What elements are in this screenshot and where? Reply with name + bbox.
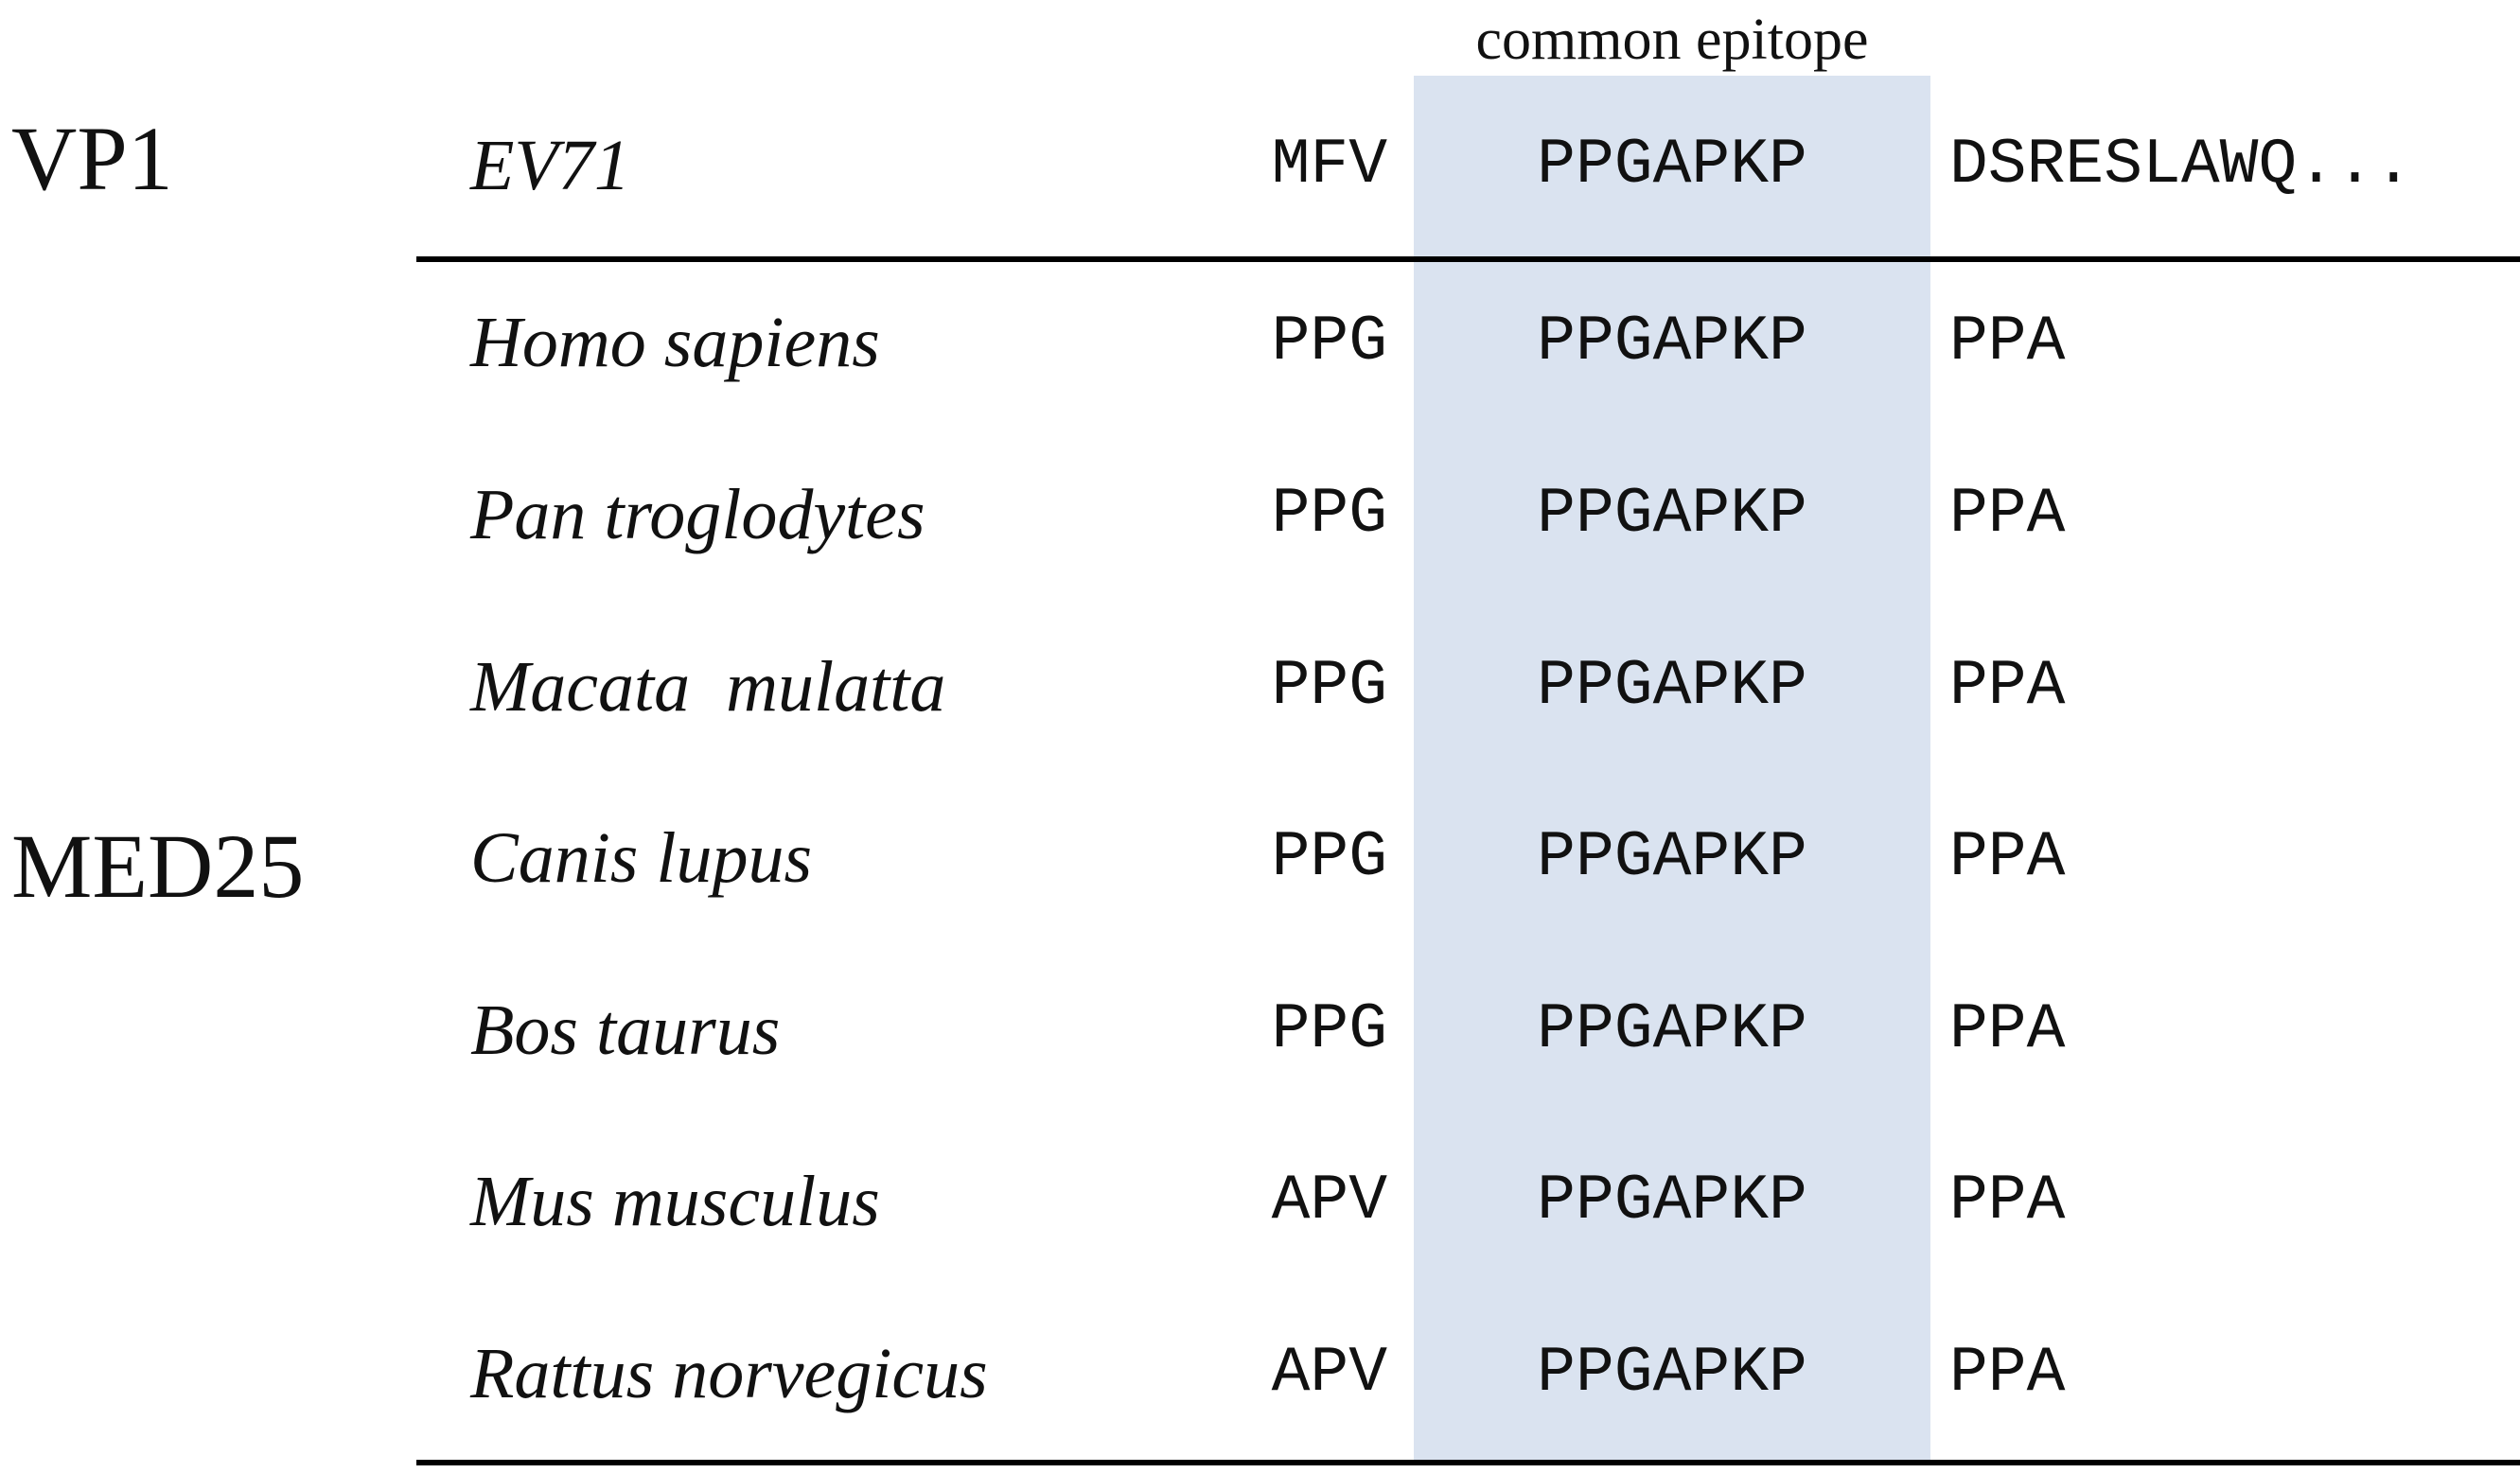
epitope-sequence: PPGAPKP <box>1537 650 1807 723</box>
reference-pre-sequence: MFV <box>1271 129 1387 202</box>
alignment-row: Macata mulatta PPG PPGAPKP PPA <box>0 630 2520 744</box>
header-divider <box>416 256 2520 262</box>
alignment-row: Pan troglodytes PPG PPGAPKP PPA <box>0 458 2520 571</box>
pre-sequence: PPG <box>1271 306 1387 378</box>
alignment-row: Bos taurus PPG PPGAPKP PPA <box>0 973 2520 1087</box>
reference-species: EV71 <box>470 126 630 205</box>
species-name: Rattus norvegicus <box>470 1334 988 1413</box>
group-label-vp1: VP1 <box>11 108 173 209</box>
epitope-sequence: PPGAPKP <box>1537 306 1807 378</box>
pre-sequence: PPG <box>1271 478 1387 551</box>
alignment-row: Canis lupus PPG PPGAPKP PPA <box>0 801 2520 915</box>
epitope-sequence: PPGAPKP <box>1537 821 1807 894</box>
pre-sequence: APV <box>1271 1165 1387 1237</box>
reference-post-sequence: DSRESLAWQ... <box>1949 129 2413 202</box>
post-sequence: PPA <box>1949 650 2066 723</box>
epitope-sequence: PPGAPKP <box>1537 478 1807 551</box>
species-name: Macata mulatta <box>470 647 946 727</box>
species-name: Pan troglodytes <box>470 475 925 554</box>
epitope-sequence: PPGAPKP <box>1537 1337 1807 1410</box>
bottom-divider <box>416 1460 2520 1465</box>
post-sequence: PPA <box>1949 478 2066 551</box>
post-sequence: PPA <box>1949 306 2066 378</box>
post-sequence: PPA <box>1949 1165 2066 1237</box>
species-name: Mus musculus <box>470 1162 880 1241</box>
pre-sequence: PPG <box>1271 821 1387 894</box>
pre-sequence: APV <box>1271 1337 1387 1410</box>
pre-sequence: PPG <box>1271 993 1387 1066</box>
pre-sequence: PPG <box>1271 650 1387 723</box>
reference-row: EV71 MFV PPGAPKP DSRESLAWQ... <box>0 109 2520 222</box>
species-name: Homo sapiens <box>470 303 880 382</box>
species-name: Bos taurus <box>470 991 781 1070</box>
post-sequence: PPA <box>1949 993 2066 1066</box>
epitope-highlight-band <box>1414 76 1930 1463</box>
reference-epitope-sequence: PPGAPKP <box>1537 129 1807 202</box>
alignment-row: Homo sapiens PPG PPGAPKP PPA <box>0 286 2520 399</box>
epitope-column-label: common epitope <box>1475 8 1869 72</box>
epitope-sequence: PPGAPKP <box>1537 1165 1807 1237</box>
species-name: Canis lupus <box>470 818 813 898</box>
group-label-med25: MED25 <box>11 815 305 917</box>
alignment-row: Rattus norvegicus APV PPGAPKP PPA <box>0 1317 2520 1430</box>
post-sequence: PPA <box>1949 821 2066 894</box>
epitope-sequence: PPGAPKP <box>1537 993 1807 1066</box>
alignment-row: Mus musculus APV PPGAPKP PPA <box>0 1145 2520 1258</box>
post-sequence: PPA <box>1949 1337 2066 1410</box>
